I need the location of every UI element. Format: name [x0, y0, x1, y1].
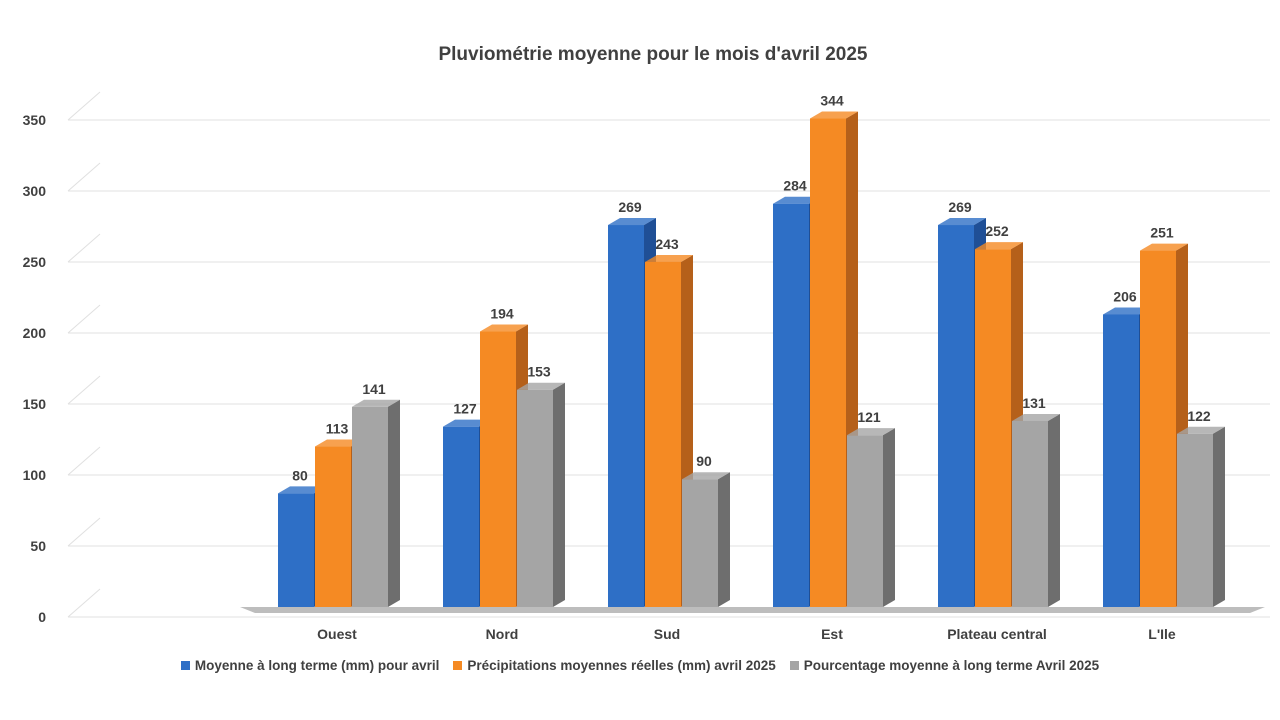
data-label-series-1: 269 [618, 199, 642, 215]
x-category-label: L'Ile [1148, 626, 1176, 642]
x-category-label: Ouest [317, 626, 357, 642]
data-label-series-3: 141 [362, 381, 386, 397]
data-label-series-2: 252 [985, 223, 1009, 239]
data-label-series-2: 251 [1150, 225, 1174, 241]
legend-swatch-series-1 [180, 661, 190, 670]
bar-top-3 [1177, 426, 1225, 434]
data-label-series-3: 122 [1187, 408, 1211, 424]
chart-title: Pluviométrie moyenne pour le mois d'avri… [438, 44, 868, 65]
legend-swatch-series-2 [453, 661, 463, 670]
legend-label-series-2: Précipitations moyennes réelles (mm) avr… [467, 658, 776, 673]
bar-top-2 [1140, 243, 1188, 251]
bar-top-1 [1103, 307, 1151, 315]
y-tick-label: 200 [23, 325, 47, 341]
y-tick-label: 100 [23, 467, 47, 483]
bar-series-2 [975, 249, 1011, 607]
bar-side-3 [718, 472, 730, 607]
bar-top-2 [315, 439, 363, 447]
bar-top-1 [443, 419, 491, 427]
x-category-label: Est [821, 626, 843, 642]
bar-series-2 [315, 446, 351, 607]
bar-series-3 [1177, 433, 1213, 607]
y-tick-label: 150 [23, 396, 47, 412]
legend-label-series-3: Pourcentage moyenne à long terme Avril 2… [803, 658, 1100, 673]
bar-series-3 [682, 479, 718, 607]
bar-series-1 [1103, 314, 1139, 607]
gridline-depth [67, 375, 101, 405]
gridline-depth [67, 233, 101, 263]
data-label-series-1: 127 [453, 401, 477, 417]
data-label-series-1: 284 [783, 178, 807, 194]
legend-label-series-1: Moyenne à long terme (mm) pour avril [194, 658, 440, 673]
bar-top-2 [810, 111, 858, 119]
bar-side-3 [1048, 413, 1060, 607]
data-label-series-2: 194 [490, 306, 514, 322]
bar-series-1 [278, 493, 314, 607]
data-label-series-3: 90 [696, 453, 712, 469]
bar-side-3 [388, 399, 400, 607]
y-tick-label: 0 [38, 609, 46, 625]
bar-series-2 [645, 261, 681, 607]
bar-series-2 [810, 118, 846, 608]
y-tick-label: 50 [30, 538, 46, 554]
legend: Moyenne à long terme (mm) pour avril Pré… [0, 658, 1280, 673]
data-label-series-2: 113 [326, 421, 349, 437]
bar-top-2 [975, 242, 1023, 250]
plot-area: 0 50 100 150 200 250 300 350 80 113 141 Ouest 127 194… [23, 91, 1270, 642]
bar-series-1 [773, 203, 809, 607]
bar-top-1 [278, 486, 326, 494]
legend-item-series-2: Précipitations moyennes réelles (mm) avr… [453, 658, 776, 673]
bar-top-3 [682, 472, 730, 480]
y-tick-label: 350 [23, 112, 47, 128]
bar-top-3 [517, 382, 565, 390]
gridline-depth [67, 162, 101, 192]
data-label-series-3: 131 [1022, 395, 1046, 411]
bar-series-1 [443, 426, 479, 607]
bar-top-1 [938, 218, 986, 226]
gridline-depth [67, 588, 101, 618]
bar-series-1 [938, 225, 974, 607]
data-label-series-2: 344 [820, 93, 844, 109]
gridline-depth [67, 446, 101, 476]
data-label-series-1: 80 [292, 467, 308, 483]
bar-side-3 [1213, 426, 1225, 607]
bar-series-3 [847, 435, 883, 607]
bar-side-3 [553, 382, 565, 607]
bar-top-2 [480, 324, 528, 332]
data-label-series-3: 153 [527, 364, 551, 380]
bar-top-3 [1012, 413, 1060, 421]
gridline-depth [67, 91, 101, 121]
data-label-series-3: 121 [857, 409, 881, 425]
legend-item-series-1: Moyenne à long terme (mm) pour avril [180, 658, 440, 673]
legend-item-series-3: Pourcentage moyenne à long terme Avril 2… [789, 658, 1100, 673]
bar-series-3 [352, 406, 388, 607]
y-tick-label: 250 [23, 254, 47, 270]
gridline-depth [67, 517, 101, 547]
bar-series-3 [517, 389, 553, 607]
data-label-series-1: 269 [948, 199, 972, 215]
x-category-label: Nord [486, 626, 519, 642]
bar-top-3 [352, 399, 400, 407]
bar-top-3 [847, 428, 895, 436]
data-label-series-1: 206 [1113, 288, 1137, 304]
data-label-series-2: 243 [655, 236, 679, 252]
x-category-label: Plateau central [947, 626, 1047, 642]
bar-top-2 [645, 254, 693, 262]
bar-series-1 [608, 225, 644, 607]
bar-top-1 [608, 218, 656, 226]
gridline-depth [67, 304, 101, 334]
bar-side-3 [883, 428, 895, 607]
bar-series-2 [1140, 250, 1176, 607]
bar-top-1 [773, 196, 821, 204]
x-category-label: Sud [654, 626, 680, 642]
bar-series-3 [1012, 420, 1048, 607]
bar-series-2 [480, 331, 516, 607]
legend-swatch-series-3 [789, 661, 799, 670]
floor-shadow [240, 607, 1265, 613]
y-tick-label: 300 [23, 183, 47, 199]
